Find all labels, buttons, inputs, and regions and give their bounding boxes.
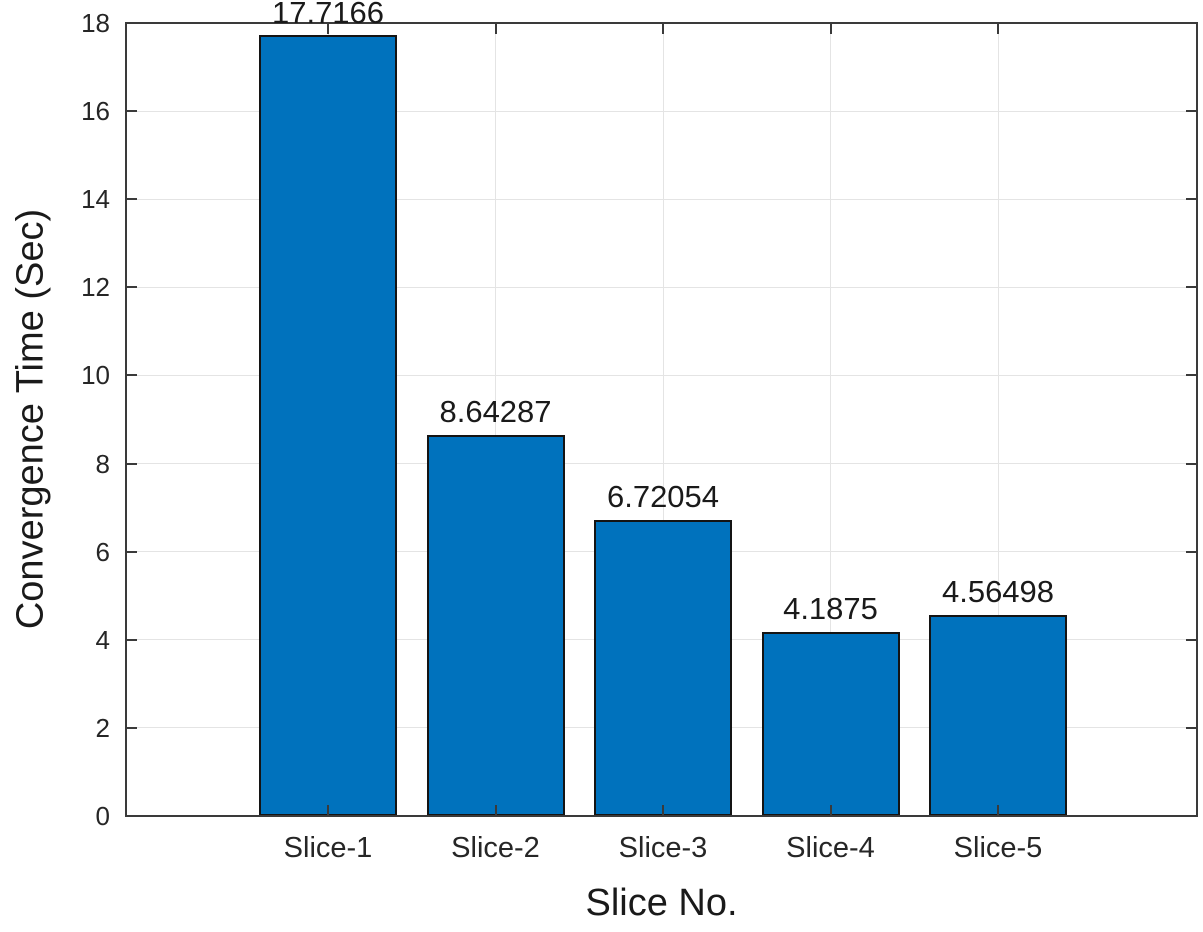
- bar-value-label: 4.56498: [941, 573, 1055, 609]
- y-tick-mark: [126, 550, 137, 553]
- y-tick-mark: [126, 374, 137, 377]
- y-tick-mark: [126, 462, 137, 465]
- x-tick-mark: [327, 23, 329, 34]
- x-tick-mark: [662, 805, 664, 816]
- x-axis-title: Slice No.: [585, 882, 738, 924]
- h-gridline: [126, 286, 1197, 288]
- y-tick-mark: [1186, 550, 1197, 553]
- y-tick-mark: [126, 638, 137, 641]
- y-tick-mark: [1186, 726, 1197, 729]
- x-tick-label: Slice-3: [618, 832, 708, 864]
- y-tick-mark: [1186, 198, 1197, 201]
- bar-slice-2: [426, 435, 565, 816]
- x-tick-mark: [829, 23, 832, 34]
- x-tick-mark: [997, 805, 999, 816]
- h-gridline: [126, 198, 1197, 200]
- bar-slice-4: [761, 631, 900, 816]
- h-gridline: [126, 463, 1197, 465]
- bar-slice-3: [594, 519, 732, 816]
- h-gridline: [126, 110, 1197, 112]
- bar-value-label: 4.1875: [783, 590, 878, 626]
- y-tick-mark: [126, 110, 137, 113]
- y-tick-label: 8: [95, 448, 110, 479]
- x-tick-mark: [327, 805, 329, 816]
- y-tick-mark: [126, 22, 137, 24]
- y-tick-label: 6: [95, 536, 110, 567]
- y-tick-mark: [1186, 374, 1197, 377]
- x-tick-mark: [494, 805, 497, 816]
- bar-slice-1: [259, 35, 397, 816]
- y-tick-mark: [1186, 815, 1197, 817]
- y-tick-label: 2: [95, 712, 110, 743]
- y-tick-label: 0: [95, 801, 110, 831]
- bar-value-label: 8.64287: [439, 394, 552, 430]
- bar-value-label: 6.72054: [606, 478, 720, 514]
- v-gridline: [830, 23, 831, 816]
- v-gridline: [495, 23, 496, 816]
- y-tick-mark: [1186, 462, 1197, 465]
- y-tick-mark: [1186, 22, 1197, 24]
- y-tick-label: 12: [81, 272, 110, 303]
- y-tick-mark: [126, 815, 137, 817]
- x-tick-mark: [662, 23, 664, 34]
- v-gridline: [997, 23, 999, 816]
- y-tick-label: 18: [81, 8, 110, 38]
- y-tick-label: 14: [81, 184, 110, 215]
- y-tick-mark: [1186, 638, 1197, 641]
- y-tick-mark: [1186, 286, 1197, 289]
- x-tick-label: Slice-5: [953, 832, 1043, 864]
- bar-value-label: 17.7166: [271, 0, 385, 30]
- y-tick-mark: [1186, 110, 1197, 113]
- y-tick-label: 16: [81, 96, 110, 127]
- v-gridline: [662, 23, 664, 816]
- bar-slice-5: [929, 614, 1067, 816]
- x-tick-mark: [997, 23, 999, 34]
- x-tick-label: Slice-4: [786, 832, 875, 864]
- x-tick-label: Slice-1: [283, 832, 373, 864]
- h-gridline: [126, 374, 1197, 376]
- y-tick-label: 10: [81, 360, 110, 391]
- y-tick-mark: [126, 198, 137, 201]
- x-tick-mark: [829, 805, 832, 816]
- y-tick-label: 4: [95, 624, 110, 655]
- x-tick-label: Slice-2: [451, 832, 540, 864]
- y-tick-mark: [126, 286, 137, 289]
- x-tick-mark: [494, 23, 497, 34]
- y-axis-title: Convergence Time (Sec): [9, 208, 52, 630]
- y-tick-mark: [126, 726, 137, 729]
